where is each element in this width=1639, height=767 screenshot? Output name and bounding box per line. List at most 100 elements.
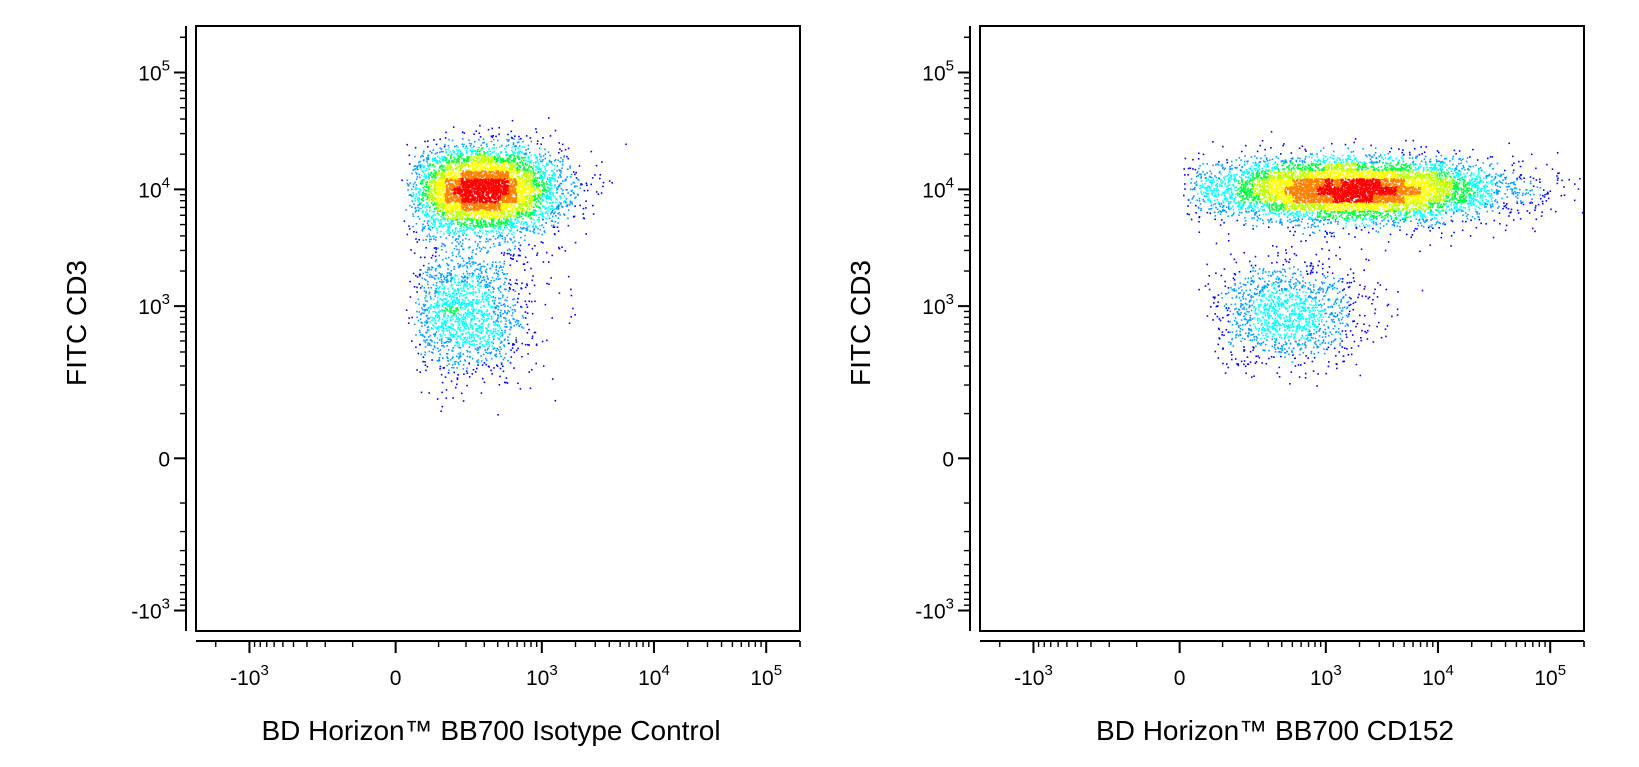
event-dot <box>538 221 540 223</box>
event-dot <box>427 190 429 192</box>
event-dot <box>447 232 449 235</box>
event-dot <box>567 147 570 150</box>
event-dot <box>554 178 556 181</box>
event-dot <box>514 149 517 151</box>
event-dot <box>444 177 447 180</box>
event-dot <box>418 218 421 220</box>
event-dot <box>533 223 535 225</box>
event-dot <box>541 160 543 163</box>
event-dot <box>543 190 546 192</box>
event-dot <box>480 176 483 179</box>
event-dot <box>484 247 487 249</box>
event-dot <box>449 176 451 179</box>
event-dot <box>532 210 535 212</box>
event-dot <box>450 162 453 164</box>
event-dot <box>462 170 464 172</box>
event-dot <box>490 164 492 166</box>
event-dot <box>539 168 542 170</box>
event-dot <box>483 195 485 198</box>
event-dot <box>561 246 563 248</box>
event-dot <box>515 173 518 175</box>
event-dot <box>548 261 550 263</box>
event-dot <box>485 166 488 169</box>
event-dot <box>468 238 471 241</box>
event-dot <box>546 207 549 210</box>
event-dot <box>551 174 553 176</box>
event-dot <box>498 219 500 221</box>
event-dot <box>532 183 535 185</box>
event-dot <box>478 132 481 135</box>
event-dot <box>438 222 441 224</box>
event-dot <box>530 170 532 172</box>
event-dot <box>454 180 456 182</box>
event-dot <box>507 188 510 190</box>
event-dot <box>523 146 526 148</box>
event-dot <box>460 224 462 226</box>
event-dot <box>510 130 513 133</box>
event-dot <box>434 176 436 179</box>
event-dot <box>473 174 475 177</box>
event-dot <box>497 159 499 161</box>
event-dot <box>561 192 563 195</box>
event-dot <box>510 136 513 139</box>
event-dot <box>522 169 524 171</box>
event-dot <box>558 142 560 144</box>
event-dot <box>432 223 434 225</box>
event-dot <box>429 180 431 183</box>
event-dot <box>548 174 551 176</box>
event-dot <box>535 179 537 182</box>
event-dot <box>437 209 440 211</box>
event-dot <box>533 206 535 208</box>
event-dot <box>461 232 464 234</box>
event-dot <box>429 206 431 209</box>
event-dot <box>491 166 493 168</box>
event-dot <box>428 240 431 243</box>
density-dots-1 <box>401 117 627 416</box>
event-dot <box>457 150 460 152</box>
event-dot <box>480 169 483 172</box>
event-dot <box>553 224 555 227</box>
event-dot <box>513 206 515 208</box>
event-dot <box>537 170 540 173</box>
event-dot <box>454 228 457 230</box>
event-dot <box>493 205 495 207</box>
event-dot <box>501 192 504 195</box>
event-dot <box>538 219 540 221</box>
event-dot <box>512 164 515 167</box>
event-dot <box>412 215 415 217</box>
event-dot <box>436 189 439 191</box>
event-dot <box>527 225 529 228</box>
event-dot <box>461 143 464 145</box>
event-dot <box>525 229 528 232</box>
event-dot <box>444 143 446 146</box>
event-dot <box>412 183 415 185</box>
event-dot <box>498 208 500 210</box>
event-dot <box>523 153 525 155</box>
event-dot <box>528 243 530 246</box>
event-dot <box>451 186 454 188</box>
event-dot <box>414 200 416 202</box>
event-dot <box>444 195 447 198</box>
event-dot <box>443 175 446 177</box>
event-dot <box>518 145 521 147</box>
event-dot <box>583 217 586 220</box>
event-dot <box>433 221 436 223</box>
event-dot <box>463 162 466 164</box>
event-dot <box>506 218 509 221</box>
event-dot <box>530 212 532 215</box>
event-dot <box>434 181 436 183</box>
event-dot <box>497 236 499 239</box>
event-dot <box>537 232 540 235</box>
event-dot <box>479 162 482 165</box>
event-dot <box>423 220 426 222</box>
event-dot <box>432 173 434 175</box>
event-dot <box>423 165 426 167</box>
event-dot <box>437 207 439 209</box>
event-dot <box>537 176 539 179</box>
event-dot <box>448 212 451 215</box>
event-dot <box>531 195 534 197</box>
event-dot <box>475 172 478 174</box>
event-dot <box>476 150 479 153</box>
event-dot <box>422 239 425 241</box>
